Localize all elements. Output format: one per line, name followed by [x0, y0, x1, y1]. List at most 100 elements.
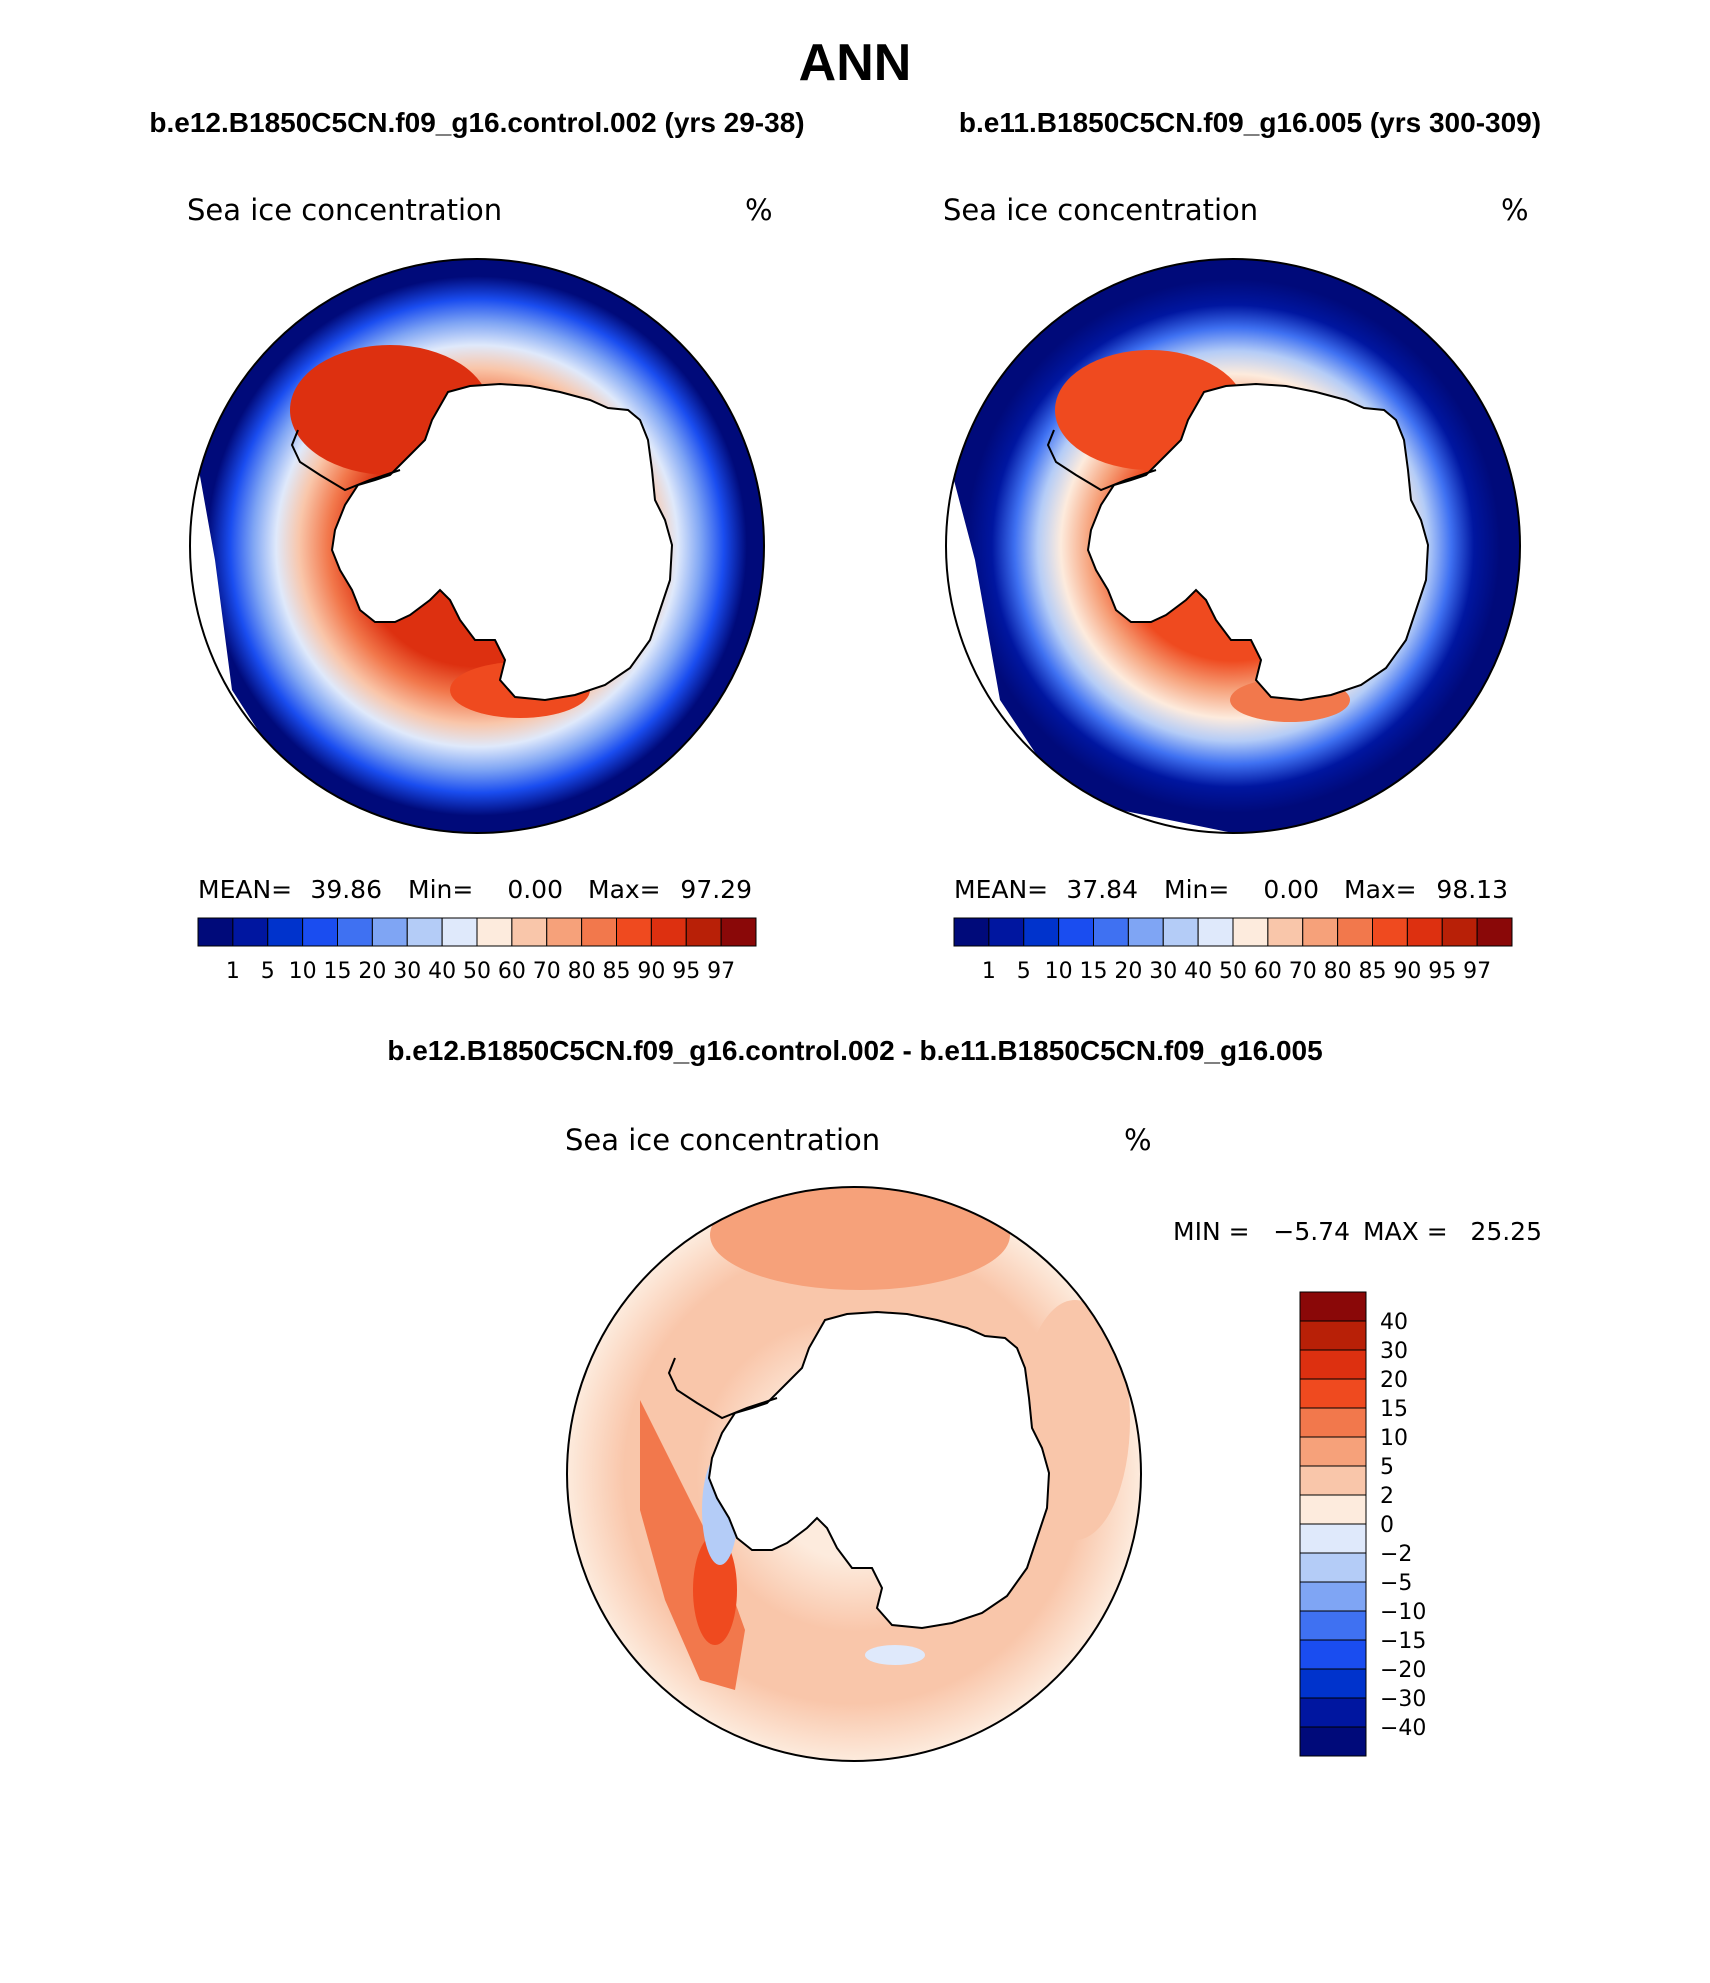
- colorbar-swatch: [337, 917, 373, 947]
- colorbar-swatch: [511, 917, 548, 947]
- colorbar-label: 0: [1380, 1513, 1394, 1538]
- colorbar-label: 40: [428, 959, 456, 984]
- colorbar-swatch: [1476, 917, 1513, 947]
- colorbar-label: 20: [1114, 959, 1142, 984]
- colorbar-label: 5: [1380, 1455, 1394, 1480]
- variable-label: Sea ice concentration: [943, 193, 1258, 227]
- units-label: %: [1124, 1123, 1152, 1157]
- colorbar-label: −2: [1380, 1542, 1412, 1567]
- colorbar-label: 90: [637, 959, 665, 984]
- antarctica-land: [1086, 382, 1430, 702]
- colorbar-swatch: [1299, 1320, 1367, 1351]
- variable-label: Sea ice concentration: [565, 1123, 880, 1157]
- stat-max-label: MAX =: [1363, 1217, 1448, 1246]
- map-boundary: [566, 1186, 1142, 1762]
- colorbar-swatch: [650, 917, 687, 947]
- colorbar-label: 50: [1219, 959, 1247, 984]
- colorbar-swatch: [1093, 917, 1129, 947]
- stat-min-value: −5.74: [1273, 1217, 1350, 1246]
- map-field: [190, 259, 764, 833]
- colorbar-label: 10: [1380, 1426, 1408, 1451]
- colorbar-swatch: [1299, 1581, 1367, 1612]
- colorbar-swatch: [1299, 1465, 1367, 1496]
- colorbar-label: 30: [1380, 1339, 1408, 1364]
- colorbar-swatch: [197, 917, 234, 947]
- colorbar-label: 60: [1254, 959, 1282, 984]
- colorbar-label: 1: [226, 959, 240, 984]
- colorbar-label: 10: [1045, 959, 1073, 984]
- colorbar-swatch: [232, 917, 269, 947]
- case-title-right: b.e11.B1850C5CN.f09_g16.005 (yrs 300-309…: [959, 107, 1541, 138]
- case-title-left: b.e12.B1850C5CN.f09_g16.control.002 (yrs…: [149, 107, 804, 138]
- stat-mean-value: 37.84: [1066, 875, 1138, 904]
- colorbar-label: 30: [393, 959, 421, 984]
- colorbar-swatch: [988, 917, 1025, 947]
- colorbar-label: 85: [1359, 959, 1387, 984]
- colorbar-label: 70: [533, 959, 561, 984]
- antarctica-land: [707, 1310, 1051, 1630]
- colorbar-label: 15: [1380, 1397, 1408, 1422]
- colorbar-swatch: [441, 917, 478, 947]
- colorbar-label: 2: [1380, 1484, 1394, 1509]
- colorbar-swatch: [267, 917, 304, 947]
- colorbar-label: −15: [1380, 1629, 1426, 1654]
- colorbar-swatch: [1058, 917, 1094, 947]
- antarctic-peninsula: [290, 429, 401, 492]
- map-boundary: [945, 258, 1521, 834]
- colorbar-swatch: [1023, 917, 1060, 947]
- colorbar-swatch: [616, 917, 652, 947]
- colorbar: 1 5 10 15 20 30 40 50 60 70 80 85 90 95 97: [953, 917, 1513, 984]
- colorbar-label: 60: [498, 959, 526, 984]
- colorbar-swatch: [720, 917, 757, 947]
- colorbar-swatch: [546, 917, 583, 947]
- colorbar-label: 20: [1380, 1368, 1408, 1393]
- bellingshausen-peak: [693, 1535, 737, 1645]
- colorbar-swatch: [1299, 1697, 1367, 1728]
- case-title-diff: b.e12.B1850C5CN.f09_g16.control.002 - b.…: [387, 1035, 1322, 1066]
- antarctic-peninsula: [667, 1357, 778, 1420]
- panel-control: Sea ice concentration % MEAN= 39.86 Min=…: [187, 193, 773, 984]
- positive-anomaly-north: [710, 1187, 1010, 1290]
- stat-min-label: MIN =: [1173, 1217, 1250, 1246]
- colorbar-label: 85: [603, 959, 631, 984]
- colorbar-swatch: [1299, 1610, 1367, 1641]
- colorbar-swatch: [1299, 1639, 1367, 1670]
- stat-mean-label: MEAN=: [198, 875, 292, 904]
- colorbar-label: 90: [1393, 959, 1421, 984]
- stat-min-value: 0.00: [507, 875, 563, 904]
- stat-max-value: 25.25: [1470, 1217, 1542, 1246]
- colorbar-label: 5: [1017, 959, 1031, 984]
- colorbar-label: −30: [1380, 1687, 1426, 1712]
- colorbar-swatch: [1299, 1668, 1367, 1699]
- colorbar-swatch: [1127, 917, 1164, 947]
- colorbar-swatch: [1299, 1378, 1367, 1409]
- stat-max-label: Max=: [588, 875, 661, 904]
- map-boundary: [189, 258, 765, 834]
- stat-mean-label: MEAN=: [954, 875, 1048, 904]
- colorbar-label: 50: [463, 959, 491, 984]
- colorbar-swatch: [1441, 917, 1478, 947]
- colorbar-swatch: [1299, 1349, 1367, 1380]
- colorbar-label: 1: [982, 959, 996, 984]
- units-label: %: [1501, 193, 1529, 227]
- colorbar-swatch: [1232, 917, 1269, 947]
- negative-anomaly-ross: [865, 1645, 925, 1665]
- colorbar-label: 15: [324, 959, 352, 984]
- colorbar-swatch: [1197, 917, 1234, 947]
- colorbar-swatch: [1267, 917, 1304, 947]
- stat-max-label: Max=: [1344, 875, 1417, 904]
- colorbar-swatch: [1162, 917, 1199, 947]
- map-field: [946, 259, 1520, 833]
- colorbar-swatch: [1299, 1523, 1367, 1554]
- colorbar-label: 95: [672, 959, 700, 984]
- stat-min-label: Min=: [408, 875, 473, 904]
- colorbar-swatch: [1299, 1291, 1367, 1322]
- colorbar-swatch: [1299, 1726, 1367, 1757]
- stat-max-value: 97.29: [680, 875, 752, 904]
- antarctic-peninsula: [1046, 429, 1157, 492]
- colorbar-label: 97: [1463, 959, 1491, 984]
- colorbar-swatch: [1299, 1407, 1367, 1438]
- colorbar-label: 95: [1428, 959, 1456, 984]
